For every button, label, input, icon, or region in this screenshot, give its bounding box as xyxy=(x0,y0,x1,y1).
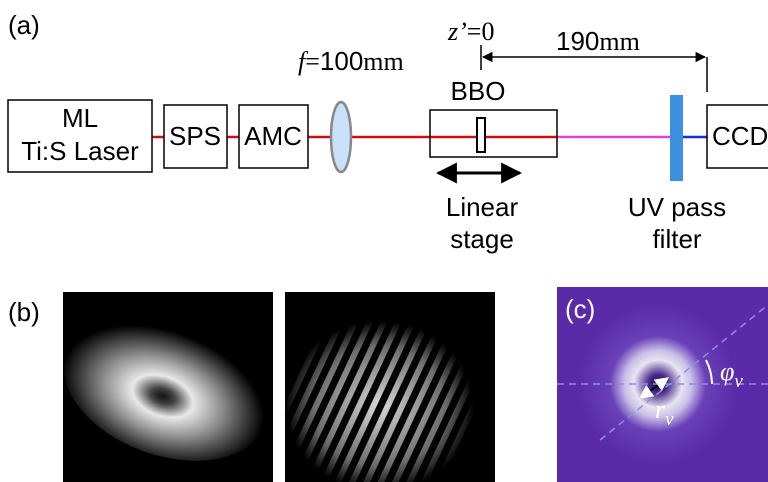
uv-filter xyxy=(670,95,683,181)
stage-label: Linear xyxy=(446,192,519,222)
focal-label: f=100mm xyxy=(298,46,404,76)
value: 190 xyxy=(556,26,599,56)
filter-label: filter xyxy=(652,224,701,254)
panel-label: (b) xyxy=(8,297,40,327)
z-label: z’=0 xyxy=(447,17,494,46)
subscript: v xyxy=(734,371,743,392)
subscript: v xyxy=(665,409,674,430)
ccd-label: CCD xyxy=(712,121,768,151)
panel-label: (a) xyxy=(8,10,40,40)
bbo-label: BBO xyxy=(451,76,506,106)
value: 100 xyxy=(320,46,363,76)
crystal xyxy=(477,118,485,152)
symbol: z’ xyxy=(447,17,467,46)
figure: (a) ML Ti:S Laser SPS AMC f=100mm BBO Li… xyxy=(0,0,768,482)
unit: mm xyxy=(599,27,639,56)
lens xyxy=(331,102,351,172)
laser-label: ML xyxy=(62,103,98,133)
amc-label: AMC xyxy=(244,121,302,151)
sps-label: SPS xyxy=(169,121,221,151)
symbol: φ xyxy=(720,357,734,386)
fringe-image xyxy=(285,292,495,482)
filter-label: UV pass xyxy=(628,192,726,222)
distance-label: 190mm xyxy=(556,26,640,56)
laser-label: Ti:S Laser xyxy=(21,136,139,166)
panel-label: (c) xyxy=(565,294,595,324)
equals: = xyxy=(305,47,320,76)
equals: =0 xyxy=(467,17,495,46)
bbo-box xyxy=(430,110,557,157)
unit: mm xyxy=(363,47,403,76)
stage-label: stage xyxy=(450,224,514,254)
